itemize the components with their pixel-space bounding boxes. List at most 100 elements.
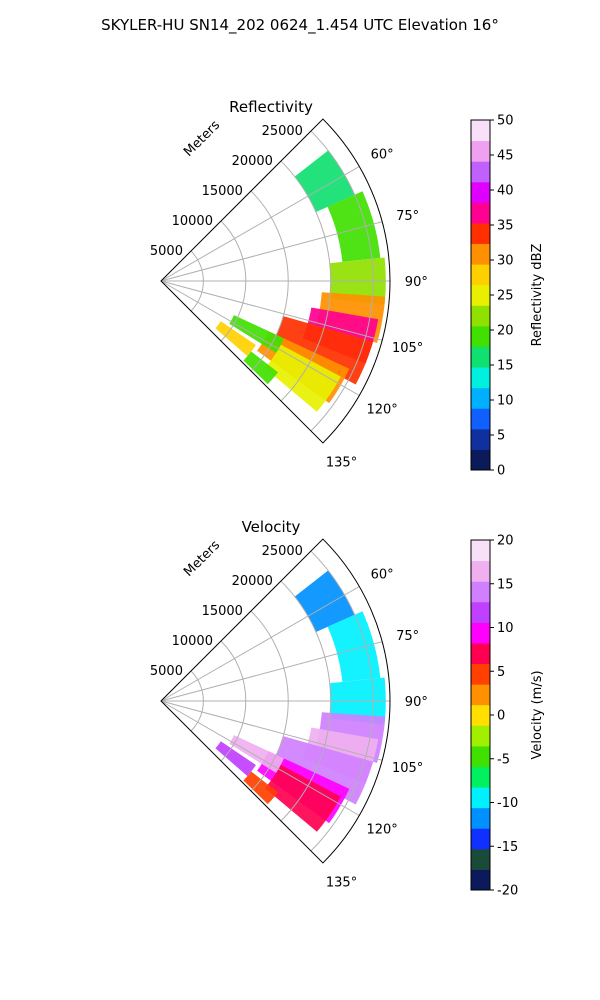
colorbar-swatch: [471, 325, 490, 347]
echo-region: [327, 191, 381, 262]
colorbar-swatch: [471, 581, 490, 603]
colorbar-swatch: [471, 848, 490, 870]
azimuth-line: [160, 280, 360, 396]
radial-tick-label: 5000: [150, 664, 183, 679]
angle-tick-label: 90°: [405, 695, 428, 710]
colorbar-swatch: [471, 140, 490, 162]
angle-tick-label: 135°: [326, 876, 357, 891]
angle-tick-label: 120°: [366, 823, 397, 838]
colorbar-swatch: [471, 828, 490, 850]
echo-region: [273, 316, 373, 385]
colorbar-label: Reflectivity dBZ: [530, 244, 545, 347]
echo-region: [243, 351, 278, 385]
angle-tick-label: 135°: [326, 456, 357, 471]
colorbar-tick-label: 15: [497, 577, 514, 592]
colorbar-swatch: [471, 704, 490, 726]
angle-tick-label: 75°: [396, 209, 419, 224]
colorbar-tick-label: 25: [497, 289, 514, 304]
azimuth-line: [160, 586, 360, 702]
colorbar-swatch: [471, 766, 490, 788]
panel-title: Velocity: [242, 518, 301, 536]
radial-tick-label: 15000: [202, 184, 243, 199]
azimuth-line: [160, 641, 383, 702]
colorbar-tick-label: 5: [497, 665, 505, 680]
colorbar-swatch: [471, 428, 490, 450]
angle-tick-label: 105°: [392, 341, 423, 356]
angle-tick-label: 90°: [405, 275, 428, 290]
polar-grid: [160, 550, 390, 852]
colorbar-swatch: [471, 181, 490, 203]
colorbar-swatch: [471, 684, 490, 706]
colorbar-swatch: [471, 120, 490, 142]
colorbar-tick-label: 45: [497, 149, 514, 164]
echo-region: [327, 611, 381, 682]
colorbar-tick-label: 10: [497, 621, 514, 636]
echo-region: [294, 570, 355, 632]
colorbar-tick-label: -10: [497, 796, 518, 811]
colorbar-swatch: [471, 449, 490, 471]
echo-layer: [215, 570, 386, 832]
echo-region: [229, 735, 284, 773]
colorbar-tick-label: 40: [497, 184, 514, 199]
radar-panel-1: Velocity 5000 10000 15000 20000 25000 Meters 60…: [150, 518, 545, 899]
colorbar-tick-label: 15: [497, 359, 514, 374]
panel-title: Reflectivity: [229, 98, 313, 116]
colorbar-swatch: [471, 622, 490, 644]
colorbar-tick-label: 30: [497, 254, 514, 269]
colorbar-swatch: [471, 284, 490, 306]
radial-tick-label: 25000: [262, 124, 303, 139]
echo-region: [215, 741, 256, 777]
azimuth-line: [160, 280, 383, 341]
radial-tick-label: 20000: [232, 574, 273, 589]
colorbar-swatch: [471, 745, 490, 767]
angle-tick-label: 75°: [396, 629, 419, 644]
colorbar-tick-label: 20: [497, 324, 514, 339]
radial-tick-label: 20000: [232, 154, 273, 169]
colorbar-tick-label: 35: [497, 219, 514, 234]
radial-axis-label: Meters: [181, 118, 223, 160]
colorbar-swatch: [471, 305, 490, 327]
colorbar: -20 -15 -10 -5 0 5 10 15 20 Velocity (m/s): [470, 534, 545, 899]
colorbar-tick-label: 0: [497, 464, 505, 479]
echo-region: [273, 736, 373, 805]
radar-panel-0: Reflectivity 5000 10000 15000 20000 25000 Mete…: [150, 98, 545, 479]
echo-region: [215, 321, 256, 357]
figure-title: SKYLER-HU SN14_202 0624_1.454 UTC Elevat…: [101, 16, 499, 34]
echo-region: [294, 150, 355, 212]
colorbar-tick-label: 20: [497, 534, 514, 549]
colorbar-label: Velocity (m/s): [530, 670, 545, 759]
colorbar-swatch: [471, 408, 490, 430]
colorbar-swatch: [471, 807, 490, 829]
colorbar-swatch: [471, 642, 490, 665]
echo-region: [265, 344, 341, 412]
colorbar-swatch: [471, 346, 490, 368]
colorbar-swatch: [471, 367, 490, 389]
echo-layer: [215, 150, 386, 412]
azimuth-line: [160, 166, 360, 282]
azimuth-line: [160, 700, 383, 761]
colorbar-tick-label: 10: [497, 394, 514, 409]
colorbar-tick-label: 0: [497, 709, 505, 724]
colorbar-swatch: [471, 202, 490, 224]
colorbar-swatch: [471, 787, 490, 809]
radial-tick-label: 5000: [150, 244, 183, 259]
radial-axis-label: Meters: [181, 538, 223, 580]
echo-region: [229, 315, 284, 353]
colorbar-swatch: [471, 725, 490, 747]
colorbar-tick-label: -20: [497, 884, 518, 899]
angle-tick-label: 60°: [371, 147, 394, 162]
colorbar-tick-label: -15: [497, 840, 518, 855]
radial-tick-label: 25000: [262, 544, 303, 559]
polar-grid: [160, 130, 390, 432]
echo-region: [243, 771, 278, 805]
colorbar-tick-label: -5: [497, 752, 510, 767]
radial-tick-label: 15000: [202, 604, 243, 619]
colorbar-swatch: [471, 161, 490, 183]
radial-tick-label: 10000: [172, 214, 213, 229]
colorbar-swatch: [471, 222, 490, 245]
colorbar: 0 5 10 15 20 25 30 35 40 45 50 Reflectivity dBZ: [470, 114, 545, 479]
colorbar-tick-label: 50: [497, 114, 514, 129]
sector-frame: [160, 538, 391, 864]
colorbar-swatch: [471, 663, 490, 685]
